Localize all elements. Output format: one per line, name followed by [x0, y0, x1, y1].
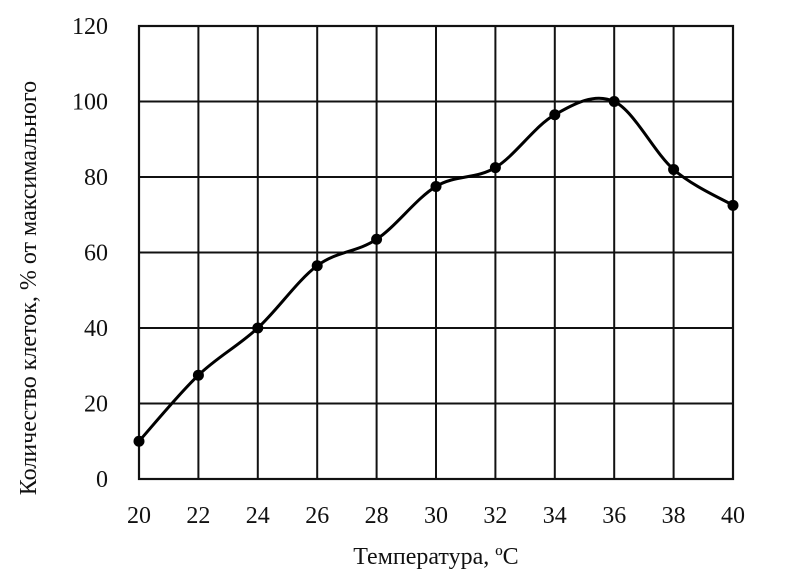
y-tick-label-60: 60 — [84, 241, 108, 267]
data-points — [133, 96, 739, 447]
x-axis-label: Температура, ºС — [353, 544, 518, 570]
grid — [139, 26, 733, 479]
x-tick-label-36: 36 — [602, 503, 626, 529]
x-tick-label-40: 40 — [721, 503, 745, 529]
data-point-32 — [489, 162, 501, 174]
x-tick-label-34: 34 — [543, 503, 567, 529]
x-tick-label-28: 28 — [365, 503, 389, 529]
x-tick-labels: 20 22 24 26 28 30 32 34 36 38 40 — [127, 503, 745, 529]
x-tick-label-22: 22 — [186, 503, 210, 529]
data-point-20 — [133, 435, 145, 447]
data-point-38 — [668, 163, 680, 175]
data-point-22 — [192, 369, 204, 381]
y-tick-label-20: 20 — [84, 392, 108, 418]
data-point-24 — [252, 322, 264, 334]
data-point-26 — [311, 260, 323, 272]
x-tick-label-24: 24 — [246, 503, 270, 529]
data-point-34 — [549, 109, 561, 121]
x-tick-label-32: 32 — [483, 503, 507, 529]
x-tick-label-38: 38 — [662, 503, 686, 529]
y-axis-label: Количество клеток, % от максимального — [16, 81, 42, 495]
y-tick-label-40: 40 — [84, 316, 108, 342]
y-tick-label-120: 120 — [72, 14, 108, 40]
x-tick-label-30: 30 — [424, 503, 448, 529]
y-tick-label-0: 0 — [96, 467, 108, 493]
data-point-30 — [430, 180, 442, 192]
plot-frame — [137, 24, 735, 481]
y-tick-labels: 0 20 40 60 80 100 120 — [72, 14, 108, 493]
y-tick-label-100: 100 — [72, 90, 108, 116]
x-tick-label-20: 20 — [127, 503, 151, 529]
data-point-40 — [727, 199, 739, 211]
x-tick-label-26: 26 — [305, 503, 329, 529]
data-point-28 — [371, 233, 383, 245]
y-tick-label-80: 80 — [84, 165, 108, 191]
data-point-36 — [608, 96, 620, 107]
